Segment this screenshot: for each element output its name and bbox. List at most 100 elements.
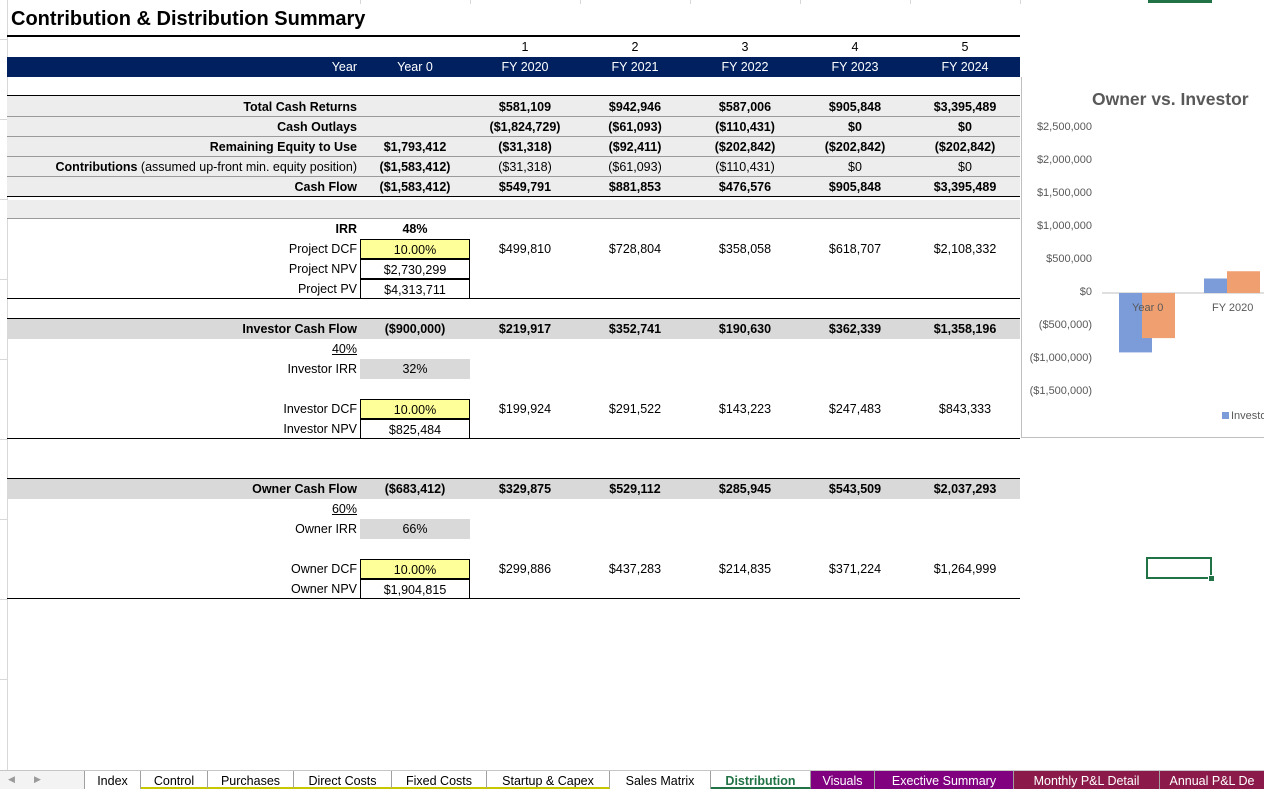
period-number[interactable]: 1 — [521, 40, 529, 54]
value-cell[interactable]: $352,741 — [608, 322, 662, 336]
owner-npv-label[interactable]: Owner NPV — [291, 582, 357, 596]
tab-sales-matrix[interactable]: Sales Matrix — [610, 771, 711, 789]
investor-dcf-label[interactable]: Investor DCF — [283, 402, 357, 416]
tab-index[interactable]: Index — [84, 771, 141, 789]
value-cell[interactable]: $358,058 — [718, 242, 772, 256]
fill-handle[interactable] — [1208, 575, 1215, 582]
value-cell[interactable]: $843,333 — [938, 402, 992, 416]
year0-cell[interactable]: ($1,583,412) — [379, 160, 451, 174]
value-cell[interactable]: ($31,318) — [498, 160, 552, 174]
value-cell[interactable]: ($110,431) — [715, 160, 775, 174]
value-cell[interactable]: $499,810 — [498, 242, 552, 256]
value-cell[interactable]: $2,108,332 — [933, 242, 997, 256]
tab-distribution[interactable]: Distribution — [711, 771, 811, 789]
owner-npv-value[interactable]: $1,904,815 — [360, 579, 470, 599]
project-pv-label[interactable]: Project PV — [297, 282, 357, 296]
value-cell[interactable]: $3,395,489 — [933, 180, 997, 194]
value-cell[interactable]: $3,395,489 — [933, 100, 997, 114]
period-number[interactable]: 4 — [851, 40, 859, 54]
fy-header[interactable]: FY 2024 — [941, 60, 989, 74]
value-cell[interactable]: $587,006 — [718, 100, 772, 114]
investor-share[interactable]: 40% — [331, 342, 357, 356]
value-cell[interactable]: $1,358,196 — [933, 322, 997, 336]
value-cell[interactable]: $199,924 — [498, 402, 552, 416]
value-cell[interactable]: $143,223 — [718, 402, 772, 416]
project-npv-value[interactable]: $2,730,299 — [360, 259, 470, 279]
year0-cell[interactable]: ($900,000) — [384, 322, 446, 336]
value-cell[interactable]: $581,109 — [498, 100, 552, 114]
value-cell[interactable]: $190,630 — [718, 322, 772, 336]
value-cell[interactable]: $291,522 — [608, 402, 662, 416]
investor-dcf-input[interactable]: 10.00% — [360, 399, 470, 419]
value-cell[interactable]: $219,917 — [498, 322, 552, 336]
owner-cf-label[interactable]: Owner Cash Flow — [252, 482, 357, 496]
tab-fixed-costs[interactable]: Fixed Costs — [392, 771, 487, 789]
year-label[interactable]: Year — [331, 60, 357, 74]
value-cell[interactable]: $942,946 — [608, 100, 662, 114]
value-cell[interactable]: $1,264,999 — [933, 562, 997, 576]
project-npv-label[interactable]: Project NPV — [288, 262, 357, 276]
tab-control[interactable]: Control — [141, 771, 208, 789]
value-cell[interactable]: ($1,824,729) — [489, 120, 561, 134]
value-cell[interactable]: $549,791 — [498, 180, 552, 194]
value-cell[interactable]: $0 — [848, 160, 862, 174]
fy-header[interactable]: FY 2020 — [501, 60, 549, 74]
tab-startup-capex[interactable]: Startup & Capex — [487, 771, 610, 789]
value-cell[interactable]: ($202,842) — [934, 140, 996, 154]
value-cell[interactable]: $329,875 — [498, 482, 552, 496]
value-cell[interactable]: $437,283 — [608, 562, 662, 576]
value-cell[interactable]: $0 — [958, 160, 972, 174]
value-cell[interactable]: $476,576 — [718, 180, 772, 194]
value-cell[interactable]: ($202,842) — [824, 140, 886, 154]
value-cell[interactable]: $0 — [958, 120, 972, 134]
owner-investor-chart[interactable]: Owner vs. Investor $2,500,000 $2,000,000… — [1021, 77, 1264, 438]
period-number[interactable]: 3 — [741, 40, 749, 54]
value-cell[interactable]: ($61,093) — [608, 160, 662, 174]
value-cell[interactable]: $728,804 — [608, 242, 662, 256]
investor-npv-label[interactable]: Investor NPV — [283, 422, 357, 436]
value-cell[interactable]: $299,886 — [498, 562, 552, 576]
year0-cell[interactable]: ($1,583,412) — [379, 180, 451, 194]
value-cell[interactable]: $362,339 — [828, 322, 882, 336]
tab-monthly-pl-detail[interactable]: Monthly P&L Detail — [1014, 771, 1160, 789]
row-label-cash-flow[interactable]: Cash Flow — [294, 180, 357, 194]
value-cell[interactable]: $905,848 — [828, 100, 882, 114]
value-cell[interactable]: $214,835 — [718, 562, 772, 576]
value-cell[interactable]: $543,509 — [828, 482, 882, 496]
owner-share[interactable]: 60% — [331, 502, 357, 516]
value-cell[interactable]: ($31,318) — [498, 140, 552, 154]
tab-direct-costs[interactable]: Direct Costs — [294, 771, 392, 789]
tab-purchases[interactable]: Purchases — [208, 771, 294, 789]
fy-header[interactable]: FY 2022 — [721, 60, 769, 74]
row-label-total-cash-returns[interactable]: Total Cash Returns — [243, 100, 357, 114]
investor-cf-label[interactable]: Investor Cash Flow — [242, 322, 357, 336]
investor-npv-value[interactable]: $825,484 — [360, 419, 470, 439]
year0-cell[interactable]: $1,793,412 — [383, 140, 447, 154]
investor-irr-value[interactable]: 32% — [360, 359, 470, 379]
year0-header[interactable]: Year 0 — [397, 60, 433, 74]
tab-exective-summary[interactable]: Exective Summary — [875, 771, 1014, 789]
tab-annual-pl-detail[interactable]: Annual P&L De — [1160, 771, 1264, 789]
fy-header[interactable]: FY 2023 — [831, 60, 879, 74]
value-cell[interactable]: ($202,842) — [714, 140, 776, 154]
value-cell[interactable]: $905,848 — [828, 180, 882, 194]
row-label-contributions[interactable]: Contributions (assumed up-front min. equ… — [10, 157, 357, 177]
active-cell-selection[interactable] — [1146, 557, 1212, 579]
period-number[interactable]: 2 — [631, 40, 639, 54]
owner-irr-value[interactable]: 66% — [360, 519, 470, 539]
value-cell[interactable]: ($110,431) — [715, 120, 775, 134]
value-cell[interactable]: $285,945 — [718, 482, 772, 496]
owner-dcf-input[interactable]: 10.00% — [360, 559, 470, 579]
project-dcf-input[interactable]: 10.00% — [360, 239, 470, 259]
row-label-cash-outlays[interactable]: Cash Outlays — [277, 120, 357, 134]
value-cell[interactable]: $371,224 — [828, 562, 882, 576]
chart-bar-series1-cat0[interactable] — [1142, 293, 1175, 339]
value-cell[interactable]: $618,707 — [828, 242, 882, 256]
row-label-remaining-equity[interactable]: Remaining Equity to Use — [209, 140, 357, 154]
value-cell[interactable]: $881,853 — [608, 180, 662, 194]
year0-cell[interactable]: ($683,412) — [384, 482, 446, 496]
scroll-right-icon[interactable]: ▶ — [34, 774, 41, 784]
value-cell[interactable]: $0 — [848, 120, 862, 134]
chart-bar-series1-cat1[interactable] — [1227, 271, 1260, 293]
value-cell[interactable]: $247,483 — [828, 402, 882, 416]
